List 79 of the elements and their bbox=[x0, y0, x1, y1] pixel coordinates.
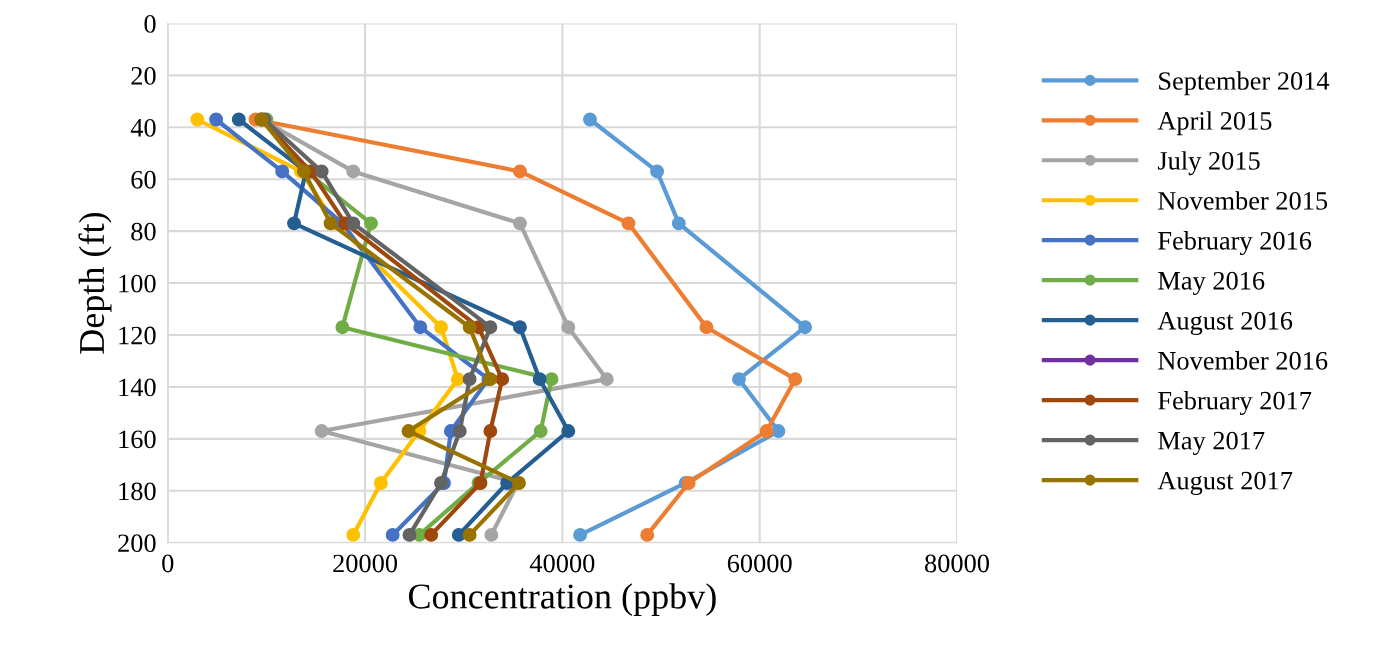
legend-label: September 2014 bbox=[1159, 71, 1330, 96]
y-tick-label: 80 bbox=[131, 222, 156, 241]
legend-label: February 2016 bbox=[1158, 231, 1312, 256]
point bbox=[583, 112, 597, 127]
legend-label: May 2017 bbox=[1158, 431, 1265, 456]
point bbox=[434, 320, 448, 335]
point bbox=[483, 320, 498, 335]
point bbox=[413, 320, 428, 335]
x-tick-label: 20000 bbox=[333, 554, 398, 573]
legend-label: May 2016 bbox=[1158, 271, 1265, 296]
point bbox=[561, 320, 576, 335]
point bbox=[462, 527, 477, 542]
y-tick-label: 60 bbox=[131, 170, 156, 189]
point bbox=[513, 320, 527, 335]
point bbox=[759, 424, 774, 439]
point bbox=[532, 372, 547, 387]
x-tick-label: 40000 bbox=[529, 554, 595, 573]
legend-label: November 2015 bbox=[1158, 191, 1328, 210]
point bbox=[732, 372, 746, 387]
point bbox=[484, 527, 499, 542]
point bbox=[323, 216, 338, 231]
point bbox=[275, 164, 290, 179]
point bbox=[385, 527, 400, 542]
point bbox=[788, 372, 803, 387]
point bbox=[335, 320, 350, 335]
y-tick-label: 0 bbox=[144, 15, 156, 33]
point bbox=[209, 112, 224, 127]
x-tick-label: 0 bbox=[162, 554, 174, 573]
point bbox=[513, 164, 527, 179]
legend-label: July 2015 bbox=[1157, 151, 1260, 176]
y-tick-label: 40 bbox=[130, 118, 156, 137]
point bbox=[346, 527, 361, 542]
point bbox=[373, 476, 388, 490]
point bbox=[190, 112, 205, 127]
x-axis-title: Concentration (ppbv) bbox=[408, 583, 716, 617]
point bbox=[599, 372, 614, 387]
legend-label: August 2017 bbox=[1157, 471, 1293, 496]
point bbox=[346, 216, 361, 231]
y-tick-label: 20 bbox=[131, 66, 156, 85]
point bbox=[462, 372, 477, 387]
x-tick-label: 60000 bbox=[727, 554, 792, 573]
point bbox=[495, 372, 510, 387]
point bbox=[640, 527, 655, 542]
point bbox=[314, 424, 329, 439]
legend-label: August 2016 bbox=[1157, 311, 1293, 336]
y-tick-label: 140 bbox=[119, 378, 156, 397]
point bbox=[544, 372, 559, 387]
point bbox=[771, 424, 786, 439]
y-tick-label: 120 bbox=[119, 326, 156, 345]
point bbox=[402, 527, 417, 542]
point bbox=[287, 216, 301, 231]
y-axis-title: Depth (ft) bbox=[78, 212, 112, 354]
point bbox=[314, 164, 329, 179]
point bbox=[533, 424, 548, 439]
point bbox=[424, 527, 439, 542]
y-tick-label: 100 bbox=[119, 274, 156, 293]
point bbox=[452, 424, 467, 439]
y-tick-label: 180 bbox=[119, 482, 156, 501]
y-tick-label: 200 bbox=[118, 534, 156, 553]
point bbox=[483, 424, 498, 439]
legend-label: November 2016 bbox=[1158, 351, 1328, 370]
point bbox=[671, 216, 686, 231]
point bbox=[231, 112, 246, 127]
point bbox=[401, 424, 416, 439]
point bbox=[364, 216, 378, 231]
point bbox=[346, 164, 361, 179]
point bbox=[650, 164, 665, 179]
point bbox=[513, 216, 527, 231]
point bbox=[798, 320, 813, 335]
legend-label: April 2015 bbox=[1157, 111, 1272, 136]
y-tick-label: 160 bbox=[119, 430, 156, 449]
legend-label: February 2017 bbox=[1158, 391, 1312, 416]
x-tick-label: 80000 bbox=[925, 554, 989, 573]
point bbox=[561, 424, 576, 439]
point bbox=[573, 527, 588, 542]
point bbox=[450, 372, 465, 387]
point bbox=[699, 320, 714, 335]
point bbox=[621, 216, 636, 231]
point bbox=[462, 320, 477, 335]
